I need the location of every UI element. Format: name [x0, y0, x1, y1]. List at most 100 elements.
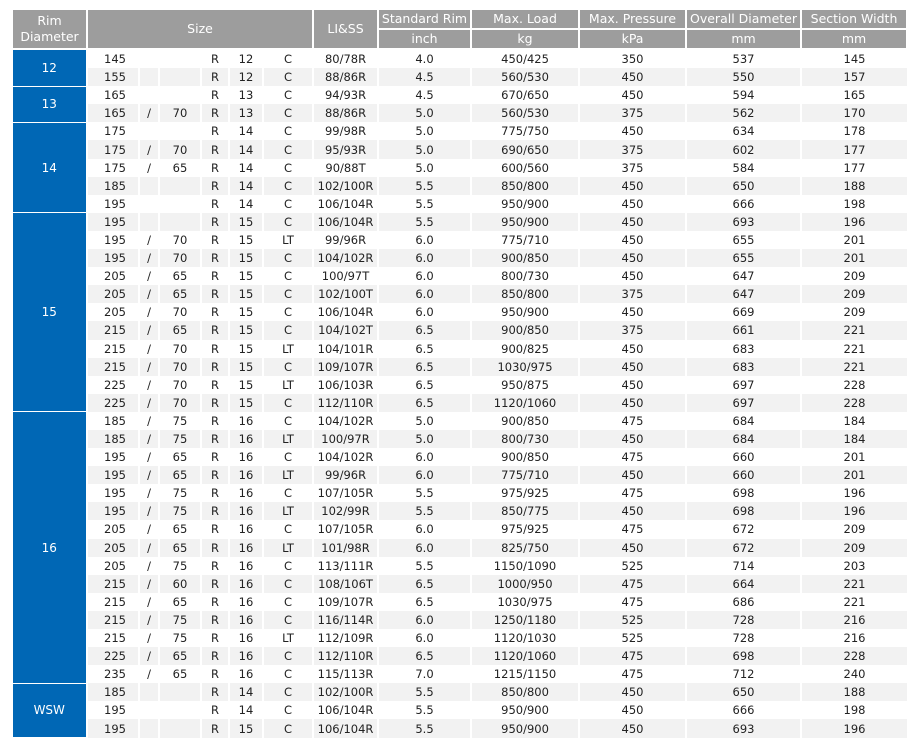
max-pressure-cell: 450 — [578, 538, 687, 557]
max-load-cell: 850/775 — [470, 502, 580, 521]
type-cell: C — [261, 647, 314, 666]
unit-section-width: mm — [800, 28, 909, 50]
construction-cell: R — [200, 49, 229, 69]
aspect-cell: 75 — [158, 629, 201, 648]
li-ss-cell: 88/86R — [312, 104, 379, 123]
slash-cell: / — [138, 140, 159, 159]
max-pressure-cell: 350 — [578, 49, 687, 69]
max-pressure-cell: 475 — [578, 665, 687, 684]
table-row: 195/65 R 16 C 104/102R 6.0 900/850 475 660 201 — [12, 448, 908, 467]
max-load-cell: 560/530 — [470, 104, 580, 123]
li-ss-cell: 99/96R — [312, 466, 379, 485]
header-li-ss: LI&SS — [312, 8, 380, 50]
li-ss-cell: 106/104R — [312, 719, 379, 738]
section-width-cell: 216 — [800, 629, 908, 648]
construction-cell: R — [200, 411, 229, 430]
construction-cell: R — [200, 448, 229, 467]
slash-cell: / — [138, 448, 159, 467]
type-cell: C — [261, 520, 314, 539]
section-width-cell: 165 — [800, 86, 908, 105]
max-pressure-cell: 475 — [578, 592, 687, 611]
standard-rim-cell: 6.0 — [377, 466, 472, 485]
table-row: 215/70 R 15 LT 104/101R 6.5 900/825 450 683 221 — [12, 339, 908, 358]
standard-rim-cell: 5.0 — [377, 158, 472, 177]
overall-diameter-cell: 647 — [685, 285, 802, 304]
max-pressure-cell: 450 — [578, 502, 687, 521]
rim-diameter-cell: 15 — [11, 212, 88, 413]
construction-cell: R — [200, 122, 229, 141]
rim-size-cell: 14 — [228, 701, 263, 720]
slash-cell — [138, 194, 159, 213]
type-cell: C — [261, 285, 314, 304]
width-cell: 205 — [86, 267, 139, 286]
width-cell: 165 — [86, 86, 139, 105]
table-row: 175/70 R 14 C 95/93R 5.0 690/650 375 602 177 — [12, 140, 908, 159]
li-ss-cell: 109/107R — [312, 357, 379, 376]
construction-cell: R — [200, 230, 229, 250]
width-cell: 195 — [86, 230, 139, 250]
max-load-cell: 950/900 — [470, 701, 580, 720]
table-row: 16 185/75 R 16 C 104/102R 5.0 900/850 475 684 184 — [11, 411, 908, 684]
overall-diameter-cell: 698 — [685, 502, 802, 521]
aspect-cell: 75 — [158, 429, 201, 449]
width-cell: 215 — [86, 357, 139, 376]
aspect-cell: 65 — [158, 321, 201, 340]
rim-size-cell: 15 — [228, 393, 263, 412]
header-rim-diameter: Rim Diameter — [11, 8, 88, 50]
aspect-cell: 65 — [158, 665, 201, 684]
li-ss-cell: 100/97R — [312, 429, 379, 449]
max-load-cell: 950/875 — [470, 375, 580, 394]
construction-cell: R — [200, 502, 229, 521]
width-cell: 195 — [86, 194, 139, 213]
standard-rim-cell: 5.5 — [377, 484, 472, 503]
type-cell: C — [261, 49, 314, 69]
standard-rim-cell: 5.0 — [377, 122, 472, 141]
rim-size-cell: 15 — [228, 339, 263, 358]
width-cell: 195 — [86, 466, 139, 485]
aspect-cell: 70 — [158, 104, 201, 123]
li-ss-cell: 115/113R — [312, 665, 379, 684]
max-load-cell: 825/750 — [470, 538, 580, 557]
rim-size-cell: 14 — [228, 176, 263, 195]
section-width-cell: 196 — [800, 502, 908, 521]
slash-cell: / — [138, 158, 159, 177]
rim-size-cell: 12 — [228, 68, 263, 87]
overall-diameter-cell: 655 — [685, 249, 802, 268]
table-row: 215/60 R 16 C 108/106T 6.5 1000/950 475 664 221 — [12, 574, 908, 593]
slash-cell: / — [138, 357, 159, 376]
slash-cell — [138, 719, 159, 738]
slash-cell: / — [138, 104, 159, 123]
width-cell: 215 — [86, 339, 139, 358]
standard-rim-cell: 5.5 — [377, 502, 472, 521]
aspect-cell: 65 — [158, 647, 201, 666]
aspect-cell: 75 — [158, 502, 201, 521]
max-load-cell: 1150/1090 — [470, 556, 580, 575]
standard-rim-cell: 6.5 — [377, 393, 472, 412]
aspect-cell: 70 — [158, 375, 201, 394]
width-cell: 195 — [86, 448, 139, 467]
type-cell: C — [261, 68, 314, 87]
header-standard-rim: Standard Rim — [377, 8, 473, 30]
overall-diameter-cell: 562 — [685, 104, 802, 123]
table-row: 195/75 R 16 C 107/105R 5.5 975/925 475 698 196 — [12, 484, 908, 503]
aspect-cell: 70 — [158, 230, 201, 250]
slash-cell: / — [138, 466, 159, 485]
rim-size-cell: 15 — [228, 249, 263, 268]
rim-size-cell: 16 — [228, 592, 263, 611]
max-pressure-cell: 450 — [578, 393, 687, 412]
max-load-cell: 775/710 — [470, 466, 580, 485]
overall-diameter-cell: 698 — [685, 484, 802, 503]
li-ss-cell: 106/103R — [312, 375, 379, 394]
slash-cell — [138, 49, 159, 69]
width-cell: 155 — [86, 68, 139, 87]
section-width-cell: 221 — [800, 321, 908, 340]
rim-size-cell: 16 — [228, 629, 263, 648]
rim-diameter-cell: WSW — [11, 682, 88, 739]
aspect-cell — [158, 68, 201, 87]
table-row: 195/70 R 15 C 104/102R 6.0 900/850 450 655 201 — [12, 249, 908, 268]
section-width-cell: 209 — [800, 267, 908, 286]
section-width-cell: 188 — [800, 176, 908, 195]
section-width-cell: 228 — [800, 393, 908, 412]
aspect-cell — [158, 701, 201, 720]
overall-diameter-cell: 661 — [685, 321, 802, 340]
